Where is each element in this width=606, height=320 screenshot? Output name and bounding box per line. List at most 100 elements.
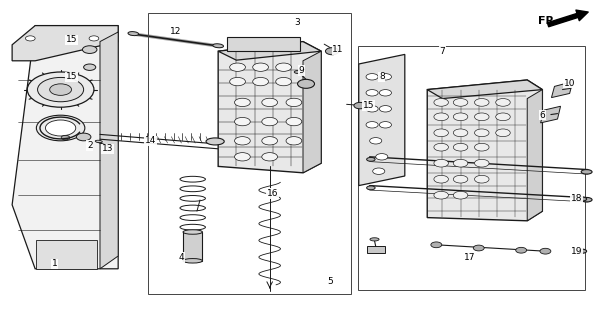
Circle shape [453, 99, 468, 106]
Text: 11: 11 [333, 45, 344, 54]
Circle shape [235, 117, 250, 126]
Polygon shape [541, 106, 561, 123]
Text: 7: 7 [439, 47, 445, 56]
Circle shape [253, 77, 268, 86]
Text: 2: 2 [87, 141, 93, 150]
Circle shape [366, 122, 378, 128]
Bar [36, 240, 97, 269]
Circle shape [474, 113, 489, 121]
Circle shape [474, 99, 489, 106]
Ellipse shape [213, 44, 224, 48]
Circle shape [276, 63, 291, 71]
Ellipse shape [183, 230, 202, 234]
Circle shape [354, 102, 366, 109]
Circle shape [45, 120, 76, 136]
Bar [358, 46, 585, 290]
Circle shape [366, 106, 378, 112]
Circle shape [474, 159, 489, 167]
Circle shape [379, 74, 391, 80]
Text: 19: 19 [571, 247, 582, 256]
Ellipse shape [128, 32, 139, 36]
Circle shape [434, 159, 448, 167]
Circle shape [262, 117, 278, 126]
Circle shape [230, 63, 245, 71]
Circle shape [434, 129, 448, 137]
Circle shape [473, 245, 484, 251]
Bar [367, 246, 385, 253]
Circle shape [235, 137, 250, 145]
Circle shape [453, 191, 468, 199]
Circle shape [286, 137, 302, 145]
Bar [148, 13, 351, 294]
Text: 17: 17 [464, 253, 475, 262]
Circle shape [496, 99, 510, 106]
Circle shape [262, 137, 278, 145]
Circle shape [50, 84, 72, 95]
Circle shape [453, 159, 468, 167]
Text: 13: 13 [102, 144, 113, 153]
Circle shape [453, 143, 468, 151]
Circle shape [453, 175, 468, 183]
Circle shape [230, 77, 245, 86]
Circle shape [325, 48, 339, 55]
Circle shape [82, 46, 97, 53]
Ellipse shape [577, 197, 587, 201]
Ellipse shape [294, 70, 304, 74]
Polygon shape [427, 80, 542, 99]
Circle shape [379, 106, 391, 112]
Polygon shape [100, 32, 118, 269]
Text: 12: 12 [170, 28, 181, 36]
Circle shape [474, 129, 489, 137]
Bar [227, 37, 300, 51]
Circle shape [262, 98, 278, 107]
Text: 8: 8 [379, 72, 385, 81]
Text: 15: 15 [66, 36, 77, 44]
Polygon shape [359, 54, 405, 186]
Circle shape [253, 63, 268, 71]
Circle shape [76, 133, 91, 141]
Circle shape [27, 72, 94, 107]
Circle shape [453, 129, 468, 137]
Polygon shape [303, 51, 321, 173]
Circle shape [434, 113, 448, 121]
Circle shape [431, 242, 442, 248]
Ellipse shape [95, 140, 102, 143]
Circle shape [235, 98, 250, 107]
Text: 18: 18 [571, 194, 582, 203]
Polygon shape [12, 26, 118, 61]
Ellipse shape [581, 170, 592, 174]
Circle shape [373, 168, 385, 174]
Ellipse shape [183, 259, 202, 263]
Polygon shape [527, 90, 542, 221]
Circle shape [36, 115, 85, 141]
Circle shape [434, 143, 448, 151]
Circle shape [474, 175, 489, 183]
Polygon shape [12, 26, 118, 269]
Ellipse shape [367, 186, 375, 190]
Circle shape [235, 153, 250, 161]
Circle shape [434, 175, 448, 183]
Text: 9: 9 [298, 66, 304, 75]
Polygon shape [551, 82, 573, 98]
Text: 15: 15 [66, 72, 77, 81]
Circle shape [84, 64, 96, 70]
Circle shape [276, 77, 291, 86]
Circle shape [540, 248, 551, 254]
Polygon shape [218, 42, 321, 60]
Circle shape [262, 153, 278, 161]
Polygon shape [427, 80, 542, 221]
Circle shape [496, 113, 510, 121]
Text: 10: 10 [564, 79, 575, 88]
Circle shape [434, 191, 448, 199]
Circle shape [286, 98, 302, 107]
Text: 3: 3 [294, 18, 300, 27]
Circle shape [366, 74, 378, 80]
Text: 6: 6 [539, 111, 545, 120]
Bar [183, 232, 202, 261]
Text: 5: 5 [327, 277, 333, 286]
Circle shape [434, 99, 448, 106]
Circle shape [286, 117, 302, 126]
Circle shape [25, 36, 35, 41]
Circle shape [453, 113, 468, 121]
Text: 14: 14 [145, 136, 156, 145]
